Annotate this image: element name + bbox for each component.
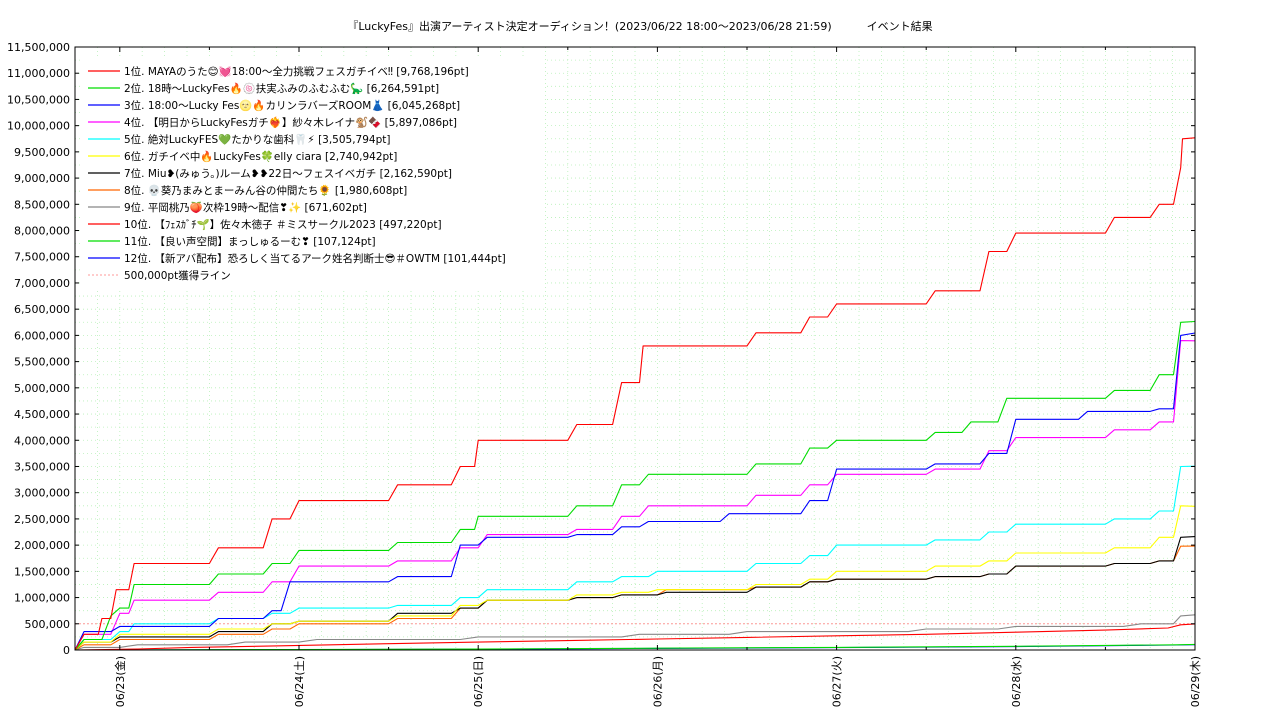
- y-tick-label: 8,000,000: [14, 225, 70, 238]
- y-tick-label: 4,000,000: [14, 434, 70, 447]
- x-tick-label: 06/23(金): [113, 656, 127, 707]
- axis-layer: 0 500,000 1,000,000 1,500,000 2,000,000 2,500…: [7, 41, 1202, 707]
- legend-label: 11位. 【良い声空間】まっしゅるーむ❣ [107,124pt]: [124, 235, 376, 248]
- legend-label: 1位. MAYAのうた😊💓18:00～全力挑戦フェスガチイベ‼ [9,768,1…: [124, 65, 469, 78]
- y-tick-label: 1,500,000: [14, 565, 70, 578]
- y-tick-label: 11,000,000: [7, 67, 70, 80]
- legend-label: 12位. 【新アバ配布】恐ろしく当てるアーク姓名判断士😎＃OWTM [101,4…: [124, 252, 506, 265]
- y-tick-label: 2,500,000: [14, 513, 70, 526]
- series-line: [74, 137, 1196, 651]
- y-tick-label: 6,500,000: [14, 303, 70, 316]
- series-line: [74, 614, 1196, 651]
- legend-label: 5位. 絶対LuckyFES💚たかりな歯科🦷⚡ [3,505,794pt]: [124, 133, 390, 146]
- series-line: [74, 340, 1196, 651]
- y-tick-label: 10,500,000: [7, 93, 70, 106]
- y-tick-label: 0: [63, 644, 70, 657]
- series-line: [74, 320, 1196, 651]
- chart-subtitle: イベント結果: [866, 20, 933, 33]
- legend-label: 8位. 💀葵乃まみとまーみん谷の仲間たち🌻 [1,980,608pt]: [124, 184, 407, 197]
- y-tick-label: 7,000,000: [14, 277, 70, 290]
- legend-label: 7位. Miu❥(みゅう。)ルーム❥❥22日～フェスイベガチ [2,162,59…: [124, 167, 452, 180]
- y-tick-label: 1,000,000: [14, 592, 70, 605]
- y-tick-label: 10,000,000: [7, 120, 70, 133]
- y-tick-label: 9,500,000: [14, 146, 70, 159]
- x-tick-label: 06/25(日): [472, 656, 485, 707]
- legend-label-threshold: 500,000pt獲得ライン: [124, 269, 231, 282]
- series-line: [74, 623, 1196, 651]
- y-tick-label: 9,000,000: [14, 172, 70, 185]
- legend-label: 2位. 18時～LuckyFes🔥🍥扶実ふみのふむふむ🦕 [6,264,591p…: [124, 82, 439, 95]
- x-tick-label: 06/28(水): [1010, 656, 1023, 707]
- y-tick-label: 2,000,000: [14, 539, 70, 552]
- series-line: [74, 536, 1196, 651]
- x-tick-label: 06/26(月): [651, 656, 664, 707]
- x-tick-label: 06/24(土): [293, 656, 306, 707]
- series-layer: [74, 137, 1196, 651]
- series-line: [74, 332, 1196, 651]
- series-line: [74, 505, 1196, 651]
- chart-title: 『LuckyFes』出演アーティスト決定オーディション！(2023/06/22 …: [347, 20, 832, 33]
- y-tick-label: 5,500,000: [14, 356, 70, 369]
- x-tick-label: 06/27(火): [831, 656, 844, 707]
- chart-title-line: 『LuckyFes』出演アーティスト決定オーディション！(2023/06/22 …: [0, 18, 1280, 34]
- plot-frame: [74, 46, 1196, 651]
- y-tick-label: 4,500,000: [14, 408, 70, 421]
- y-tick-label: 8,500,000: [14, 198, 70, 211]
- y-tick-label: 11,500,000: [7, 41, 70, 54]
- y-tick-label: 3,000,000: [14, 487, 70, 500]
- x-tick-label: 06/29(木): [1189, 656, 1202, 707]
- y-tick-label: 500,000: [25, 618, 71, 631]
- legend-label: 3位. 18:00～Lucky Fes🌝🔥カリンラバーズROOM👗 [6,045…: [124, 99, 460, 112]
- y-tick-label: 3,500,000: [14, 460, 70, 473]
- y-tick-label: 6,000,000: [14, 329, 70, 342]
- y-tick-label: 5,000,000: [14, 382, 70, 395]
- legend-label: 10位. 【ﾌｪｽｶﾞﾁ🌱】佐々木徳子 ＃ミスサークル2023 [497,220…: [124, 218, 442, 231]
- legend: 1位. MAYAのうた😊💓18:00～全力挑戦フェスガチイベ‼ [9,768,1…: [88, 65, 506, 282]
- legend-label: 4位. 【明日からLuckyFesガチ❤‍🔥】紗々木レイナ🐒🍫 [5,897,0…: [124, 116, 457, 129]
- legend-box: [80, 58, 545, 288]
- legend-label: 6位. ガチイベ中🔥LuckyFes🍀elly ciara [2,740,942…: [124, 150, 397, 163]
- legend-label: 9位. 平岡桃乃🍑次枠19時～配信❣✨ [671,602pt]: [124, 201, 367, 214]
- y-tick-label: 7,500,000: [14, 251, 70, 264]
